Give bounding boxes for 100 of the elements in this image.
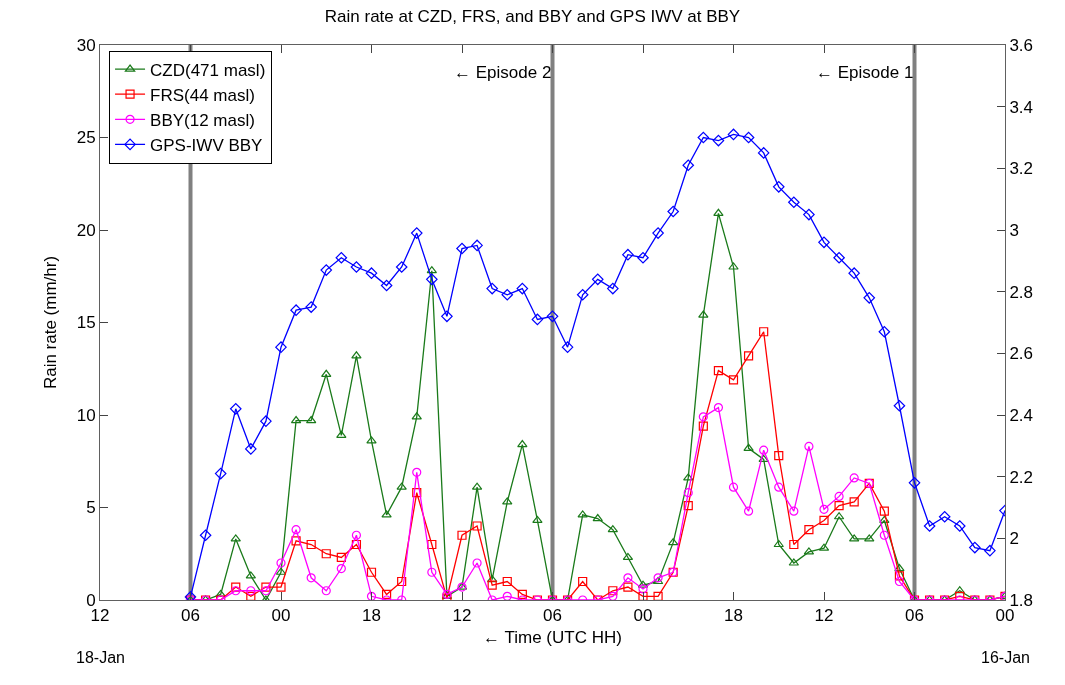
y2-tick-label: 3.2	[1009, 159, 1034, 179]
y2-tick-label: 3.6	[1009, 35, 1034, 55]
point	[788, 196, 800, 209]
point	[774, 451, 784, 461]
point	[336, 563, 346, 574]
point	[984, 544, 996, 557]
point	[742, 131, 755, 144]
x-tick-label: 00	[271, 606, 291, 626]
point	[849, 497, 859, 507]
point	[803, 208, 815, 221]
point	[953, 520, 966, 532]
point	[517, 589, 527, 600]
y-tick-label: 15	[76, 313, 96, 333]
point	[487, 580, 497, 590]
y-tick-label: 30	[76, 35, 96, 55]
point	[789, 506, 799, 516]
point	[427, 539, 437, 550]
point	[697, 131, 710, 144]
text: 16-Jan	[981, 649, 1030, 666]
point	[411, 412, 422, 420]
point	[502, 497, 513, 505]
point	[608, 591, 618, 600]
x-axis-title: ← Time (UTC HH)	[483, 627, 622, 647]
point	[683, 501, 693, 511]
point	[759, 445, 769, 455]
point	[774, 482, 784, 492]
legend-label: FRS(44 masl)	[150, 85, 255, 105]
point	[261, 586, 271, 596]
point	[321, 369, 332, 377]
point	[834, 501, 844, 511]
point	[472, 558, 482, 568]
point	[713, 208, 724, 216]
y-axis-title: Rain rate (mm/hr)	[41, 255, 61, 390]
point	[638, 584, 648, 594]
y-tick-label: 10	[76, 405, 96, 425]
point	[622, 552, 634, 561]
point	[305, 301, 317, 313]
point	[291, 525, 301, 535]
point	[381, 510, 392, 518]
point	[652, 227, 664, 239]
point	[743, 351, 754, 361]
point	[381, 589, 392, 600]
point	[426, 273, 438, 286]
point	[350, 261, 363, 273]
point	[531, 313, 544, 326]
y2-tick-label: 2.4	[1009, 405, 1034, 425]
point	[712, 134, 725, 147]
point	[486, 282, 498, 295]
point	[366, 436, 377, 444]
point	[546, 310, 559, 323]
point	[427, 567, 437, 577]
point	[789, 539, 799, 550]
point	[472, 521, 482, 531]
point	[321, 549, 331, 559]
point	[908, 477, 921, 489]
point	[772, 181, 785, 193]
point	[819, 504, 829, 514]
point	[878, 325, 891, 338]
x-tick-label: 12	[452, 606, 472, 626]
point	[894, 576, 905, 587]
point	[622, 248, 634, 261]
point	[306, 539, 316, 550]
point	[410, 227, 423, 239]
point	[848, 267, 860, 279]
point	[231, 582, 241, 592]
point	[623, 573, 633, 583]
chart-title: Rain rate at CZD, FRS, and BBY and GPS IWV at BBY	[324, 7, 741, 27]
point	[757, 147, 770, 159]
point	[290, 415, 302, 424]
point	[819, 515, 829, 526]
point	[894, 563, 905, 572]
point	[743, 443, 754, 451]
point	[517, 440, 528, 448]
point	[863, 292, 876, 304]
point	[306, 573, 316, 583]
text: 18-Jan	[76, 649, 125, 666]
point	[653, 591, 663, 600]
y-tick-label: 5	[86, 498, 96, 518]
point	[637, 251, 649, 264]
point	[215, 589, 226, 598]
x-tick-label: 06	[181, 606, 200, 626]
point	[441, 310, 453, 323]
y-tick-label: 20	[76, 220, 96, 240]
x-tick-label: 18	[362, 606, 381, 626]
x-tick-label: 12	[814, 606, 834, 626]
point	[728, 375, 739, 385]
point	[834, 491, 844, 501]
point	[683, 488, 693, 498]
point	[501, 288, 514, 301]
point	[682, 159, 695, 172]
point	[576, 288, 589, 301]
legend-label: BBY(12 masl)	[150, 110, 255, 130]
point	[728, 482, 739, 492]
point	[833, 251, 845, 264]
point	[879, 506, 889, 516]
point	[954, 586, 965, 594]
point	[214, 467, 227, 480]
point	[229, 403, 242, 415]
point	[245, 443, 257, 455]
point	[351, 539, 362, 550]
